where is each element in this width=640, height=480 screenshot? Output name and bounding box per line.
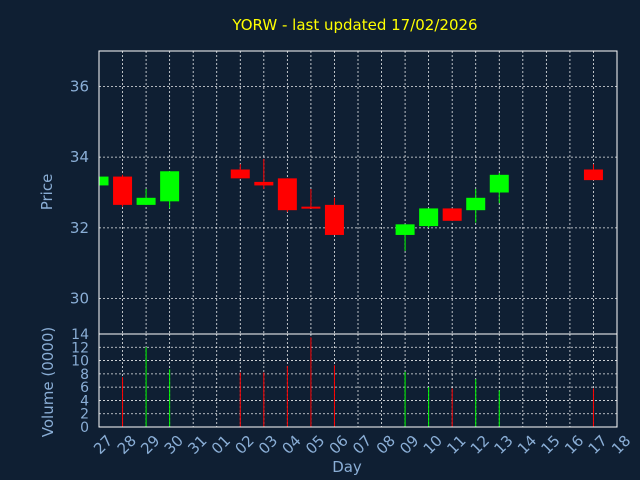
x-tick-label: 07 <box>349 432 375 458</box>
price-y-tick-label: 34 <box>70 148 89 166</box>
candle-body <box>277 178 297 211</box>
volume-grid <box>99 334 617 427</box>
x-tick-label: 13 <box>490 432 516 458</box>
x-tick-label: 05 <box>302 432 328 458</box>
x-tick-label: 16 <box>561 432 587 458</box>
x-tick-label: 01 <box>208 432 234 458</box>
candle-body <box>583 169 603 181</box>
price-axis-label: Price <box>38 174 56 211</box>
volume-y-tick-label: 2 <box>80 407 89 423</box>
x-tick-label: 10 <box>420 432 446 458</box>
x-tick-label: 15 <box>538 432 564 458</box>
candle-body <box>113 176 133 205</box>
candle-body <box>254 181 274 186</box>
candle-body <box>324 204 344 235</box>
x-tick-label: 14 <box>514 432 540 458</box>
price-y-ticks: 30 32 34 36 <box>70 77 89 307</box>
volume-y-tick-label: 0 <box>80 420 89 436</box>
x-tick-label: 08 <box>373 432 399 458</box>
x-axis-ticks: 2728293031010203040506070809101112131415… <box>90 432 634 458</box>
x-tick-label: 02 <box>231 432 257 458</box>
price-y-tick-label: 36 <box>70 77 89 95</box>
x-tick-label: 27 <box>90 432 116 458</box>
x-tick-label: 28 <box>114 432 140 458</box>
x-tick-label: 03 <box>255 432 281 458</box>
volume-y-tick-label: 8 <box>80 367 89 383</box>
candle-body <box>395 224 415 235</box>
candle-body <box>419 208 439 227</box>
candle-body <box>230 169 250 179</box>
x-tick-label: 09 <box>396 432 422 458</box>
volume-bars <box>98 337 594 427</box>
volume-y-tick-label: 14 <box>71 327 89 343</box>
x-tick-label: 04 <box>279 432 305 458</box>
x-tick-label: 31 <box>184 432 210 458</box>
volume-axis-label: Volume (0000) <box>39 327 57 437</box>
candle-body <box>136 197 156 205</box>
candle-body <box>466 197 486 211</box>
x-tick-label: 06 <box>326 432 352 458</box>
x-tick-label: 30 <box>161 432 187 458</box>
volume-y-tick-label: 12 <box>71 340 89 356</box>
volume-frame <box>98 333 618 428</box>
candle-body <box>99 176 109 186</box>
x-tick-label: 11 <box>443 432 469 458</box>
volume-y-tick-label: 10 <box>71 354 89 370</box>
candle-body <box>442 208 462 221</box>
candle-body <box>160 171 180 202</box>
volume-y-tick-label: 4 <box>80 393 89 409</box>
volume-y-tick-label: 6 <box>80 380 89 396</box>
x-tick-label: 29 <box>137 432 163 458</box>
x-axis-label: Day <box>332 458 362 476</box>
price-panel: 30 32 34 36 Price <box>38 50 618 335</box>
candle-body <box>301 206 321 209</box>
price-candles <box>98 158 603 251</box>
candle-body <box>489 174 509 193</box>
x-tick-label: 12 <box>467 432 493 458</box>
x-tick-label: 17 <box>585 432 611 458</box>
chart-title: YORW - last updated 17/02/2026 <box>231 16 477 34</box>
x-tick-label: 18 <box>608 432 634 458</box>
price-y-tick-label: 32 <box>70 219 89 237</box>
price-y-tick-label: 30 <box>70 290 89 308</box>
